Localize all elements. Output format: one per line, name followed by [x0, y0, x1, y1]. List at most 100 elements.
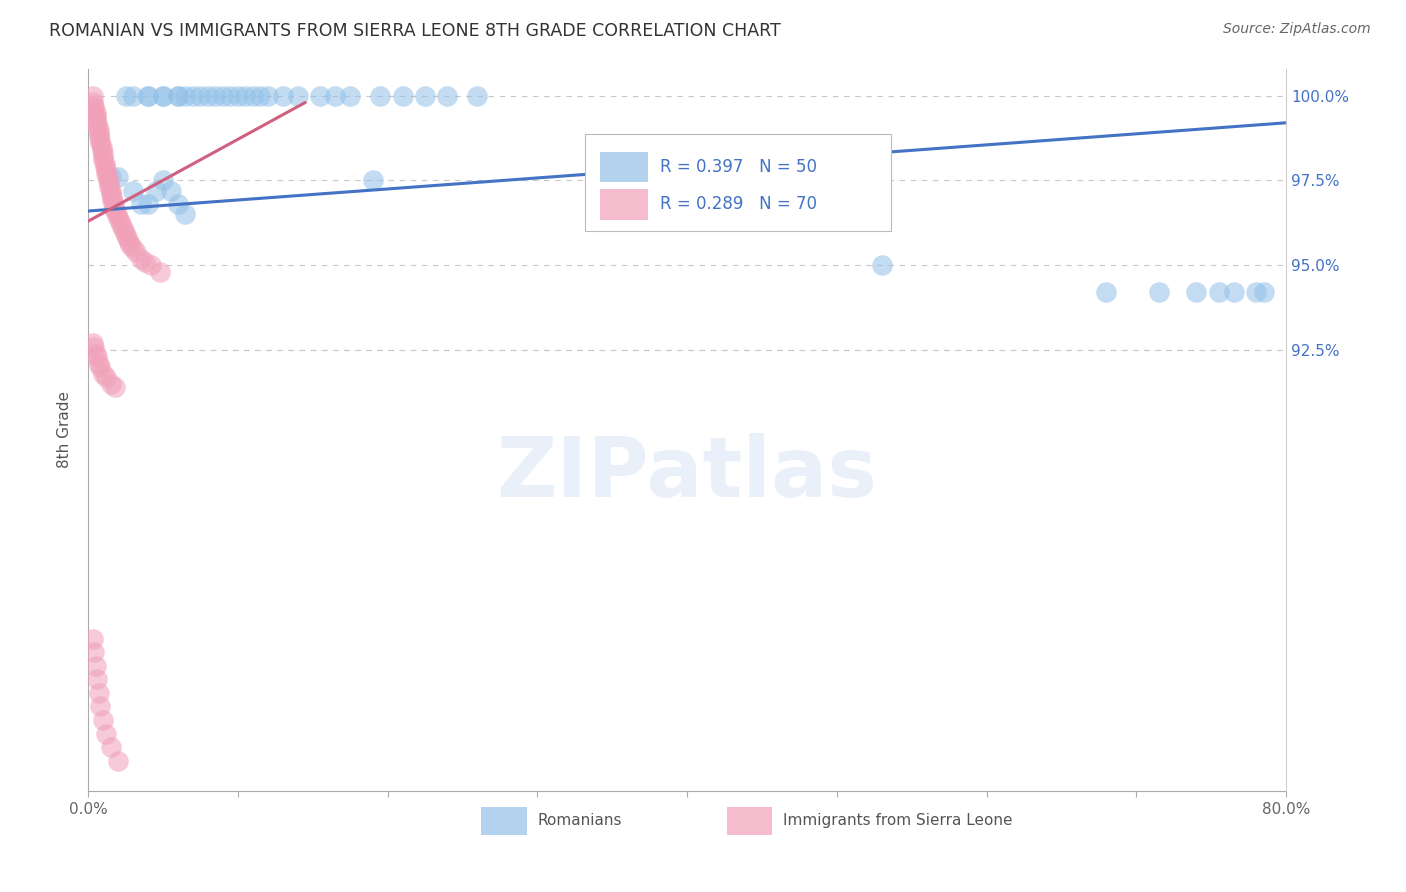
Text: Immigrants from Sierra Leone: Immigrants from Sierra Leone — [783, 814, 1012, 829]
Point — [212, 88, 235, 103]
Text: Romanians: Romanians — [537, 814, 621, 829]
Point — [103, 197, 125, 211]
Point — [242, 88, 264, 103]
Point — [122, 88, 145, 103]
Point — [90, 143, 112, 157]
Point — [1208, 285, 1230, 300]
Point — [287, 88, 309, 103]
Point — [84, 109, 107, 123]
Point — [101, 194, 124, 208]
Point — [91, 146, 114, 161]
Point — [86, 119, 108, 133]
Point — [391, 88, 413, 103]
Point — [1244, 285, 1267, 300]
Point — [413, 88, 436, 103]
Point — [93, 156, 115, 170]
Point — [100, 184, 122, 198]
FancyBboxPatch shape — [599, 189, 648, 219]
Point — [84, 112, 107, 127]
Point — [101, 190, 124, 204]
Point — [219, 88, 242, 103]
Point — [197, 88, 219, 103]
Point — [83, 102, 105, 116]
Point — [91, 153, 114, 168]
Text: R = 0.397   N = 50: R = 0.397 N = 50 — [659, 158, 817, 176]
Point — [100, 170, 122, 185]
Point — [167, 88, 190, 103]
Point — [91, 150, 114, 164]
Text: R = 0.289   N = 70: R = 0.289 N = 70 — [659, 195, 817, 213]
Point — [167, 197, 190, 211]
Point — [226, 88, 249, 103]
Point — [117, 235, 139, 249]
Point — [91, 367, 114, 381]
FancyBboxPatch shape — [599, 152, 648, 182]
Point — [174, 88, 197, 103]
Text: ROMANIAN VS IMMIGRANTS FROM SIERRA LEONE 8TH GRADE CORRELATION CHART: ROMANIAN VS IMMIGRANTS FROM SIERRA LEONE… — [49, 22, 780, 40]
Point — [82, 632, 104, 646]
Point — [152, 173, 174, 187]
Point — [89, 133, 111, 147]
Point — [84, 658, 107, 673]
Point — [204, 88, 226, 103]
FancyBboxPatch shape — [727, 807, 772, 835]
Point — [87, 357, 110, 371]
Point — [339, 88, 361, 103]
Point — [89, 360, 111, 375]
Point — [86, 116, 108, 130]
Point — [139, 258, 162, 272]
Point — [89, 136, 111, 150]
FancyBboxPatch shape — [481, 807, 527, 835]
Point — [110, 218, 132, 232]
Point — [87, 122, 110, 136]
Point — [149, 265, 172, 279]
Point — [1185, 285, 1208, 300]
Point — [115, 231, 138, 245]
Point — [89, 699, 111, 714]
Point — [104, 380, 127, 394]
Point — [98, 177, 121, 191]
Point — [87, 126, 110, 140]
Point — [100, 740, 122, 755]
Y-axis label: 8th Grade: 8th Grade — [58, 392, 72, 468]
Point — [120, 238, 142, 252]
Point — [256, 88, 278, 103]
Point — [174, 207, 197, 221]
Point — [87, 686, 110, 700]
Point — [309, 88, 332, 103]
Point — [190, 88, 212, 103]
Point — [125, 244, 148, 259]
Point — [159, 184, 181, 198]
Point — [84, 105, 107, 120]
Point — [122, 184, 145, 198]
Point — [361, 173, 384, 187]
Point — [870, 258, 893, 272]
Point — [1253, 285, 1275, 300]
Point — [86, 672, 108, 686]
Point — [83, 645, 105, 659]
Point — [167, 88, 190, 103]
Point — [97, 173, 120, 187]
Point — [323, 88, 346, 103]
Point — [136, 88, 159, 103]
Point — [111, 221, 134, 235]
Point — [134, 255, 156, 269]
Point — [249, 88, 271, 103]
Point — [152, 88, 174, 103]
Point — [107, 170, 129, 185]
Point — [112, 224, 135, 238]
Point — [1095, 285, 1118, 300]
Point — [87, 129, 110, 144]
Point — [436, 88, 458, 103]
Point — [129, 197, 152, 211]
Point — [145, 184, 167, 198]
Point — [136, 197, 159, 211]
Point — [82, 95, 104, 110]
Point — [107, 754, 129, 768]
Point — [368, 88, 391, 103]
Point — [1222, 285, 1244, 300]
Point — [94, 163, 117, 178]
Point — [100, 187, 122, 202]
Point — [136, 88, 159, 103]
Point — [91, 713, 114, 727]
